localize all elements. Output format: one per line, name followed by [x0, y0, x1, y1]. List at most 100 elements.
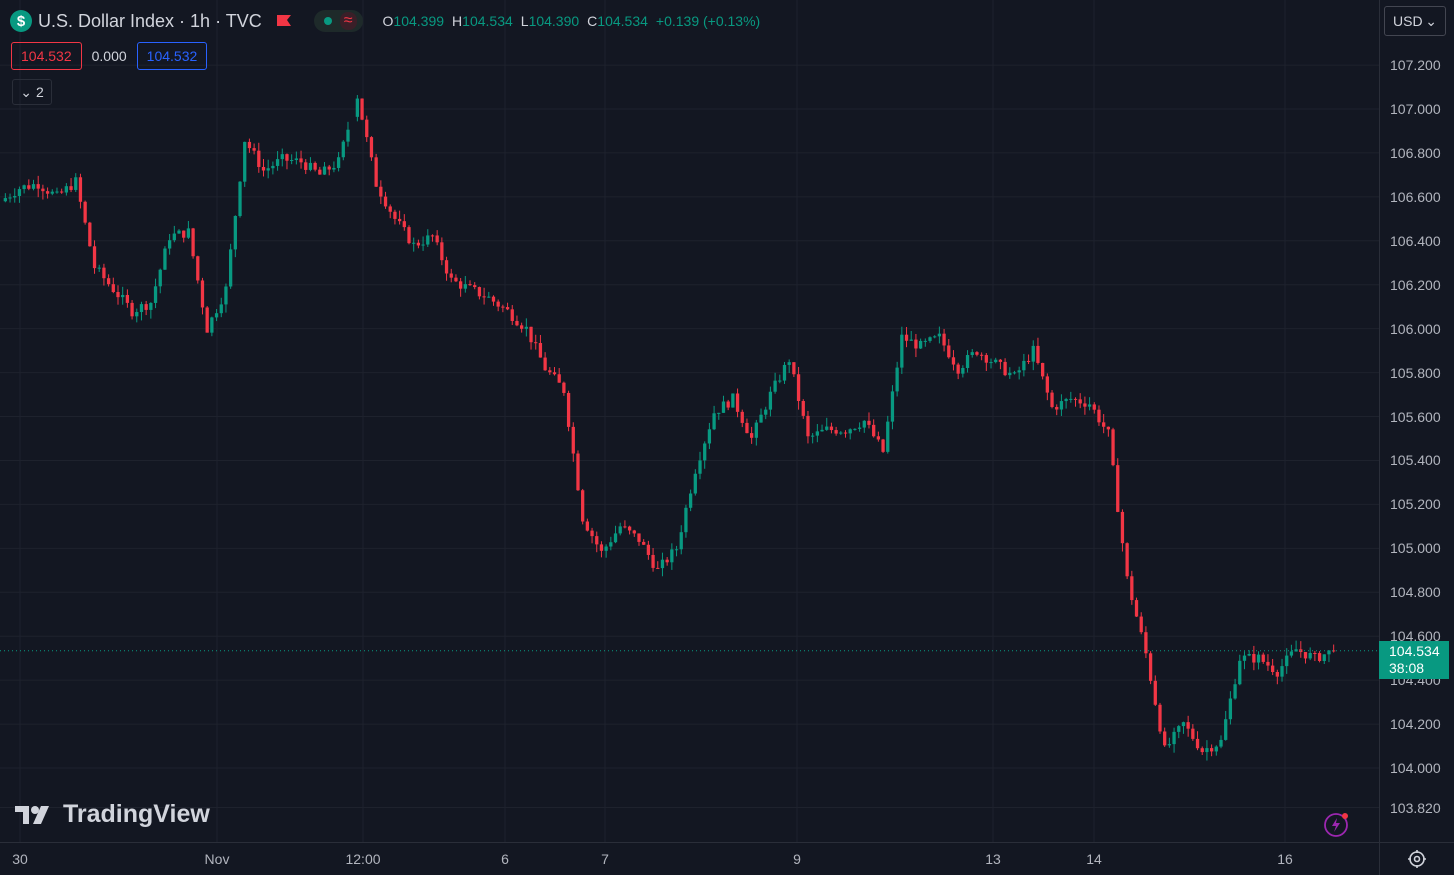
lightning-bolt-icon[interactable]: [1323, 812, 1349, 838]
candle-body: [778, 380, 782, 382]
candle-body: [304, 162, 308, 170]
candle-body: [965, 355, 970, 368]
candle-body: [660, 559, 665, 569]
candle-body: [261, 166, 266, 171]
collapse-indicators-button[interactable]: ⌄ 2: [12, 79, 52, 105]
candle-body: [585, 521, 590, 531]
candle-body: [299, 158, 303, 163]
candle-body: [1327, 650, 1331, 655]
candle-body: [1083, 403, 1087, 407]
candle-body: [740, 411, 744, 423]
flag-icon[interactable]: [276, 14, 292, 28]
candle-body: [27, 185, 31, 189]
axis-corner: [1379, 842, 1454, 875]
candle-body: [1139, 616, 1143, 633]
candle-body: [552, 372, 557, 375]
candle-body: [801, 400, 805, 416]
candle-body: [609, 542, 613, 547]
candle-body: [1163, 731, 1167, 746]
tradingview-logo[interactable]: TradingView: [15, 800, 210, 829]
candle-body: [815, 431, 819, 436]
candle-body: [857, 427, 862, 429]
candle-body: [749, 433, 754, 438]
candle-body: [402, 221, 406, 228]
candle-body: [496, 301, 500, 307]
candle-body: [1125, 543, 1129, 577]
candle-body: [571, 426, 575, 454]
time-axis[interactable]: 30 Nov 12:00 6 7 9 13 14 16: [0, 842, 1379, 875]
candle-body: [782, 364, 787, 381]
sell-button[interactable]: 104.532: [11, 42, 82, 70]
candle-body: [1041, 362, 1045, 377]
candle-body: [1116, 465, 1120, 512]
settings-gear-icon[interactable]: [1406, 848, 1428, 870]
price-tick-label: 106.200: [1390, 276, 1441, 293]
dollar-symbol-icon: $: [10, 10, 32, 32]
candle-body: [900, 334, 904, 368]
candle-body: [247, 141, 252, 149]
close-value: 104.534: [597, 13, 648, 29]
currency-select[interactable]: USD ⌄: [1384, 6, 1446, 36]
candle-body: [1332, 650, 1336, 652]
candle-body: [904, 334, 909, 341]
candle-body: [520, 325, 524, 329]
candle-body: [69, 186, 73, 190]
candle-body: [872, 424, 876, 437]
candle-body: [1280, 666, 1284, 677]
buy-button[interactable]: 104.532: [136, 42, 208, 70]
candle-body: [595, 536, 599, 545]
candle-body: [703, 443, 707, 461]
candle-body: [510, 309, 514, 321]
candle-body: [163, 248, 167, 270]
candle-body: [951, 357, 956, 365]
candle-body: [1256, 654, 1261, 663]
symbol-title[interactable]: U.S. Dollar Index · 1h · TVC: [38, 10, 262, 31]
market-status-pill[interactable]: ≈: [313, 10, 363, 32]
candle-body: [191, 228, 195, 257]
candle-body: [88, 222, 92, 247]
candle-body: [754, 422, 758, 438]
candle-body: [656, 567, 660, 569]
candle-body: [22, 185, 26, 190]
candle-body: [787, 362, 791, 365]
candle-body: [97, 267, 101, 269]
candle-body: [1191, 728, 1195, 739]
time-tick-label: 6: [501, 851, 509, 867]
time-tick-label: 16: [1277, 851, 1293, 867]
candle-body: [862, 420, 866, 428]
candle-body: [243, 141, 247, 182]
last-price-value: 104.534: [1389, 642, 1440, 659]
price-tick-label: 106.800: [1390, 144, 1441, 161]
candle-body: [1003, 361, 1007, 376]
candle-body: [1275, 672, 1279, 677]
candle-body: [224, 286, 228, 305]
candle-body: [153, 286, 158, 303]
chart-plot-area[interactable]: [0, 0, 1379, 842]
candle-body: [1200, 748, 1204, 753]
candle-body: [1026, 360, 1031, 362]
candle-body: [102, 267, 106, 279]
candle-body: [1153, 680, 1157, 705]
market-open-dot-icon: [323, 17, 332, 25]
candle-body: [444, 260, 449, 274]
candle-body: [1214, 746, 1218, 752]
candle-body: [581, 490, 585, 522]
candle-body: [468, 284, 472, 286]
candle-body: [1172, 731, 1176, 745]
candle-body: [674, 549, 679, 551]
candle-body: [416, 242, 421, 246]
price-axis[interactable]: 107.200 107.000 106.800 106.600 106.400 106.2…: [1379, 0, 1454, 842]
price-tick-label: 106.000: [1390, 320, 1441, 337]
candle-body: [458, 281, 463, 289]
bar-countdown: 38:08: [1389, 659, 1425, 676]
candle-body: [491, 296, 496, 302]
candlestick-chart: [0, 0, 1379, 842]
candle-body: [393, 211, 397, 219]
candle-body: [1031, 345, 1035, 362]
candle-body: [1167, 744, 1172, 746]
candle-body: [1008, 372, 1012, 376]
candle-body: [1252, 654, 1256, 663]
logo-text: TradingView: [63, 800, 210, 828]
candle-body: [1111, 429, 1115, 466]
candle-body: [346, 129, 350, 142]
